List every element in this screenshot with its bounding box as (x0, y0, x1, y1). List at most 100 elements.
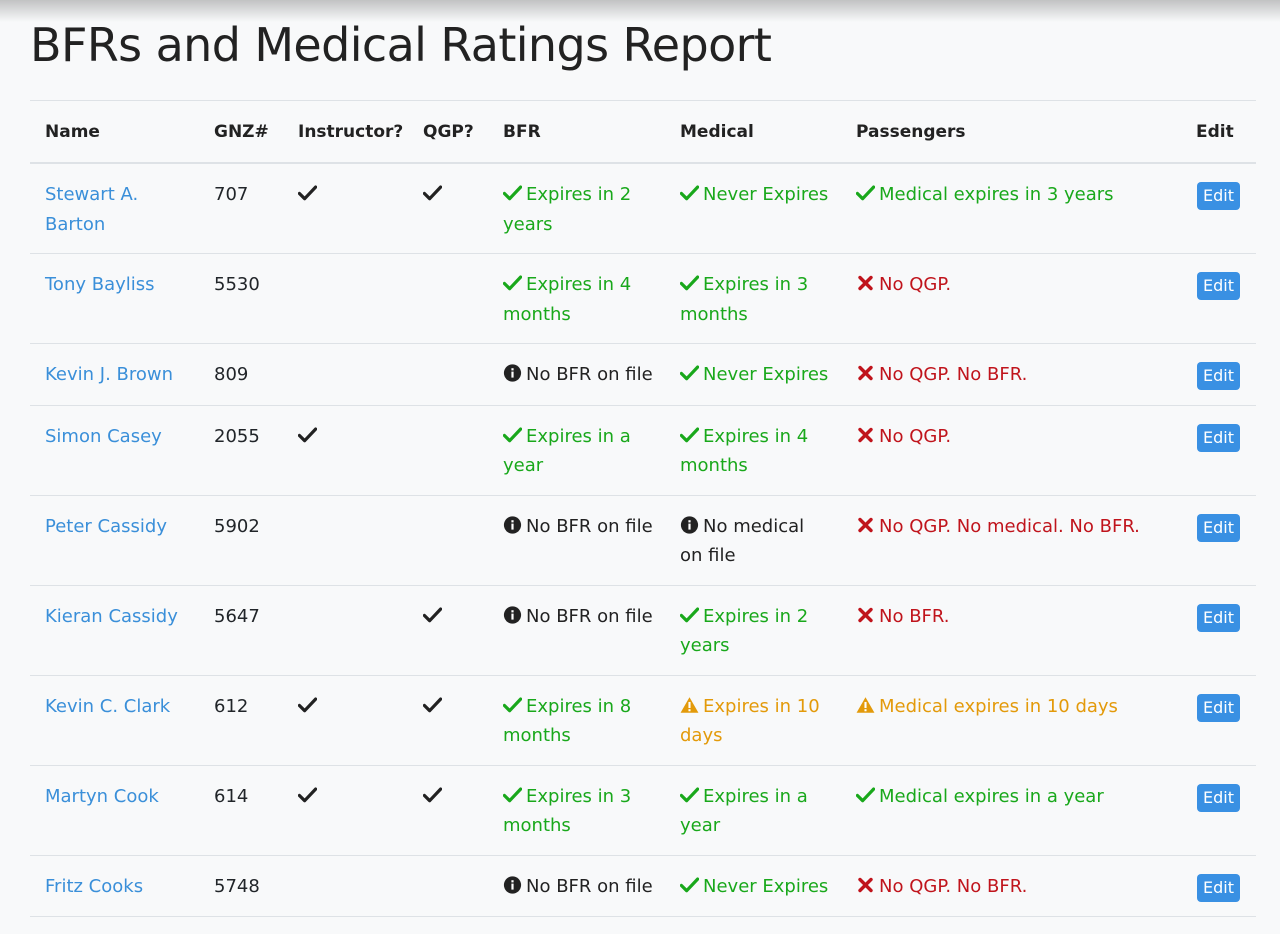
bfr-cell: Expires in 3 months (488, 765, 665, 856)
info-icon (503, 875, 522, 894)
member-name-link[interactable]: Fritz Cooks (45, 875, 144, 897)
member-name-link[interactable]: Martyn Cook (45, 785, 159, 807)
edit-cell: Edit (1181, 163, 1256, 254)
edit-button[interactable]: Edit (1197, 873, 1240, 902)
instructor-check-icon (298, 786, 317, 804)
table-row: Stewart A. Barton 707 Expires in 2 years Ne… (30, 163, 1256, 254)
edit-button[interactable]: Edit (1197, 362, 1240, 390)
bfr-status: No BFR on file (503, 876, 653, 897)
gnz-cell: 5748 (199, 855, 283, 917)
passengers-status: No QGP. No BFR. (856, 364, 1027, 385)
passengers-text: Medical expires in a year (879, 785, 1104, 807)
edit-button[interactable]: Edit (1197, 783, 1240, 812)
passengers-text: Medical expires in 10 days (879, 695, 1118, 717)
qgp-cell (408, 765, 488, 856)
bfr-text: Expires in 4 months (503, 274, 632, 325)
cross-icon (856, 364, 875, 382)
table-row: Kevin C. Clark 612 Expires in 8 months Expi… (30, 675, 1256, 766)
passengers-cell: No QGP. (841, 253, 1181, 344)
passengers-cell: No QGP. No BFR. (841, 343, 1181, 406)
edit-cell: Edit (1181, 495, 1256, 586)
member-name-link[interactable]: Simon Casey (45, 425, 162, 447)
check-icon (503, 696, 522, 714)
table-row: Kevin J. Brown 809 No BFR on file Never Exp… (30, 343, 1256, 406)
medical-status: Expires in a year (680, 786, 808, 836)
passengers-cell: No QGP. No BFR. (841, 855, 1181, 917)
member-name-link[interactable]: Stewart A. Barton (45, 184, 139, 235)
gnz-cell: 5902 (199, 495, 283, 586)
gnz-cell: 707 (199, 163, 283, 254)
edit-button[interactable]: Edit (1197, 272, 1240, 300)
member-name-link[interactable]: Kevin C. Clark (45, 695, 171, 717)
medical-status: Never Expires (680, 184, 828, 205)
instructor-cell (283, 765, 408, 856)
bfr-text: No BFR on file (526, 875, 653, 897)
member-name-link[interactable]: Kevin J. Brown (45, 364, 174, 385)
cross-icon (856, 876, 875, 894)
gnz-cell: 5530 (199, 253, 283, 344)
table-row: Tony Bayliss 5530 Expires in 4 months Expir… (30, 253, 1256, 344)
bfr-status: Expires in 8 months (503, 696, 631, 746)
table-row: Peter Cassidy 5902 No BFR on file No medica… (30, 495, 1256, 586)
name-cell: Kevin C. Clark (30, 675, 199, 766)
edit-button[interactable]: Edit (1197, 513, 1240, 542)
bfr-status: No BFR on file (503, 606, 653, 627)
bfr-text: No BFR on file (526, 605, 653, 627)
bfr-status: Expires in a year (503, 426, 631, 476)
table-row: Fritz Cooks 5748 No BFR on file Never Expir… (30, 855, 1256, 917)
qgp-cell (408, 405, 488, 496)
edit-button[interactable]: Edit (1197, 423, 1240, 452)
medical-status: Expires in 4 months (680, 426, 808, 476)
info-icon (503, 364, 522, 382)
info-icon (680, 515, 699, 534)
member-name-link[interactable]: Kieran Cassidy (45, 605, 178, 627)
medical-cell: Never Expires (665, 343, 841, 406)
medical-text: Expires in 10 days (680, 695, 820, 747)
member-name-link[interactable]: Peter Cassidy (45, 515, 167, 537)
bfr-cell: Expires in 2 years (488, 163, 665, 254)
edit-button[interactable]: Edit (1197, 182, 1240, 210)
instructor-cell (283, 675, 408, 766)
passengers-status: Medical expires in 10 days (856, 696, 1118, 717)
edit-cell: Edit (1181, 675, 1256, 766)
passengers-text: No QGP. No medical. No BFR. (879, 515, 1140, 537)
cross-icon (856, 516, 875, 534)
name-cell: Tony Bayliss (30, 253, 199, 344)
header-name: Name (30, 100, 199, 164)
name-cell: Peter Cassidy (30, 495, 199, 586)
instructor-check-icon (298, 184, 317, 202)
instructor-check-icon (298, 696, 317, 714)
edit-cell: Edit (1181, 585, 1256, 676)
passengers-text: No BFR. (879, 605, 950, 627)
bfr-cell: No BFR on file (488, 855, 665, 917)
member-name-link[interactable]: Tony Bayliss (45, 274, 155, 295)
instructor-cell (283, 253, 408, 344)
edit-cell: Edit (1181, 253, 1256, 344)
gnz-cell: 612 (199, 675, 283, 766)
check-icon (856, 786, 875, 804)
qgp-cell (408, 163, 488, 254)
instructor-cell (283, 855, 408, 917)
bfr-cell: Expires in 4 months (488, 253, 665, 344)
medical-text: No medical on file (680, 515, 805, 567)
check-icon (680, 364, 699, 382)
instructor-cell (283, 405, 408, 496)
instructor-cell (283, 585, 408, 676)
bfr-text: Expires in 3 months (503, 785, 632, 837)
edit-button[interactable]: Edit (1197, 693, 1240, 722)
name-cell: Stewart A. Barton (30, 163, 199, 254)
qgp-cell (408, 675, 488, 766)
medical-status: Expires in 10 days (680, 696, 820, 747)
medical-cell: Expires in a year (665, 765, 841, 856)
medical-status: Expires in 2 years (680, 606, 808, 656)
instructor-cell (283, 343, 408, 406)
bfr-status: Expires in 4 months (503, 274, 631, 325)
bfr-cell: No BFR on file (488, 495, 665, 586)
edit-button[interactable]: Edit (1197, 603, 1240, 632)
qgp-check-icon (423, 606, 442, 624)
check-icon (680, 876, 699, 894)
header-passengers: Passengers (841, 100, 1181, 164)
qgp-check-icon (423, 786, 442, 804)
name-cell: Simon Casey (30, 405, 199, 496)
name-cell: Kieran Cassidy (30, 585, 199, 676)
